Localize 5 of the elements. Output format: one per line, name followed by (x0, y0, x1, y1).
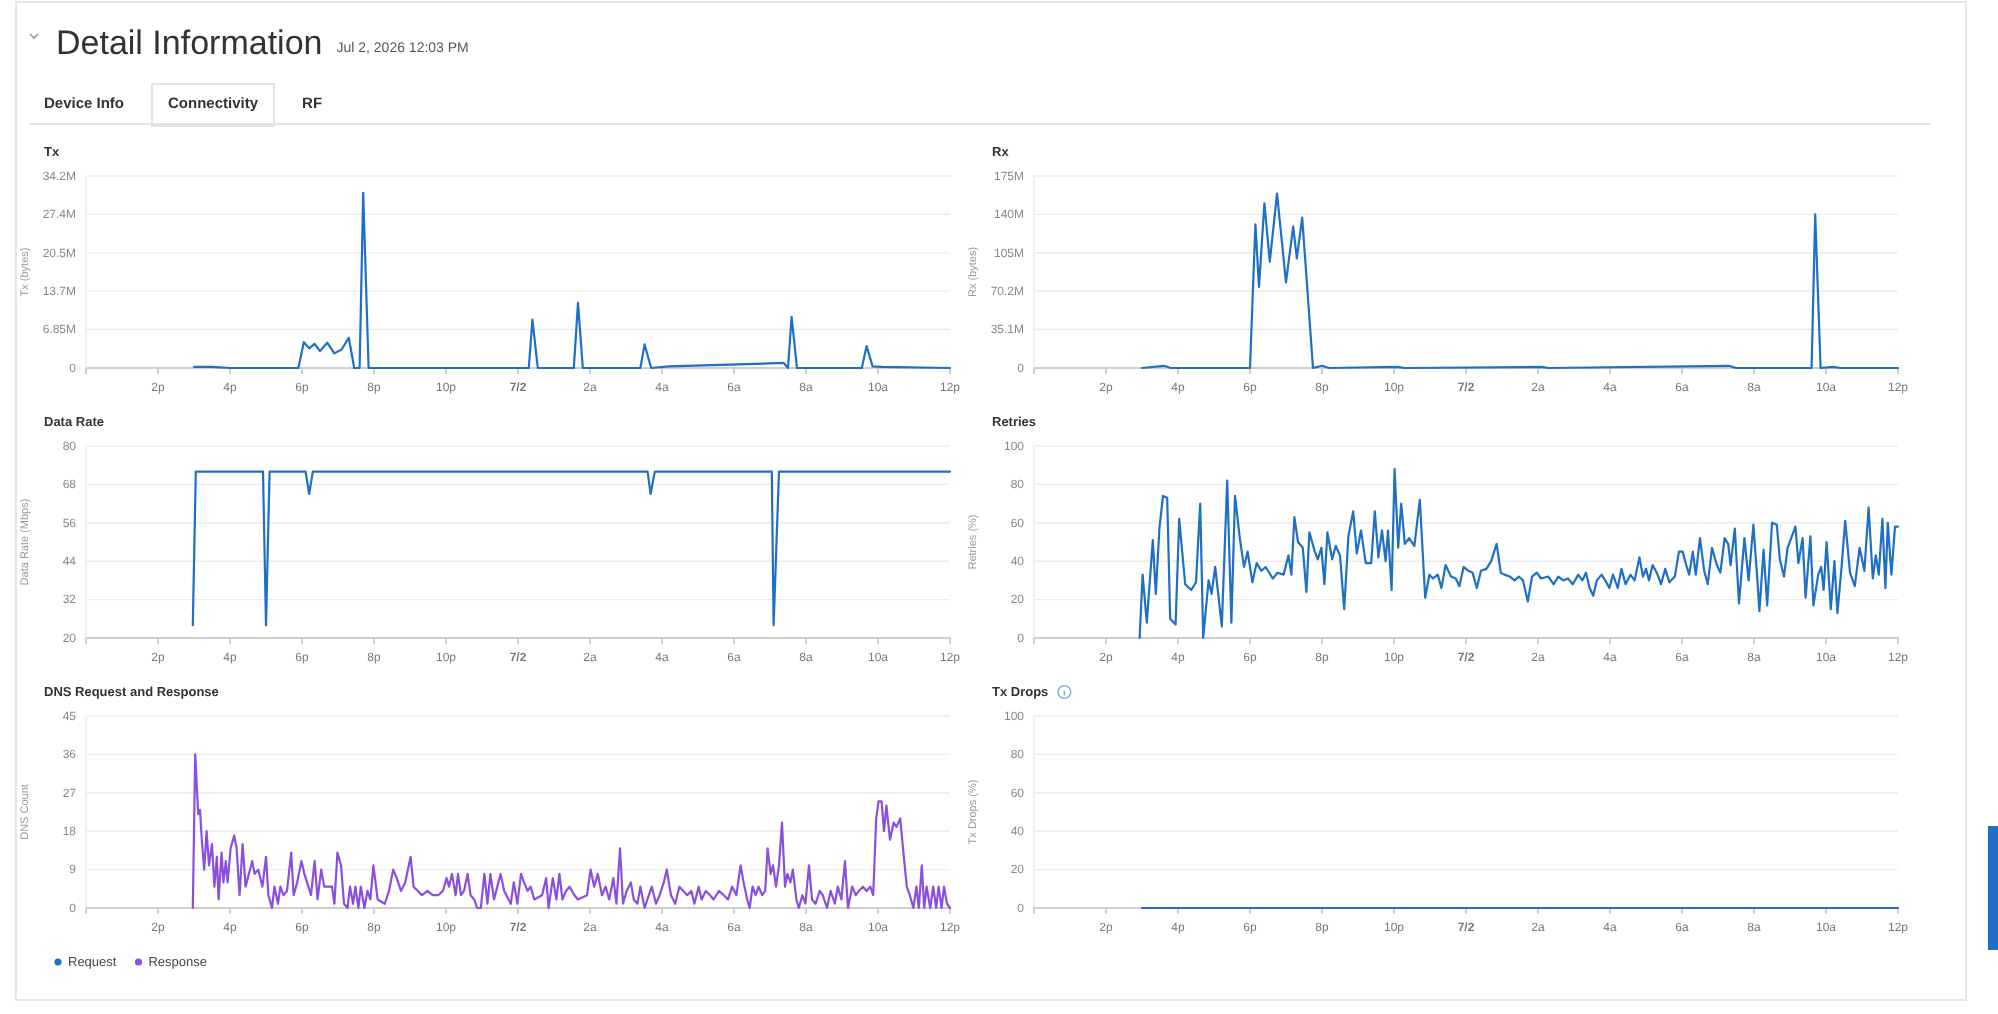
line-series (192, 191, 952, 370)
text: Detail Information (56, 24, 323, 62)
line-series (1140, 192, 1900, 370)
line-series (1138, 467, 1900, 640)
line-series (191, 753, 952, 910)
